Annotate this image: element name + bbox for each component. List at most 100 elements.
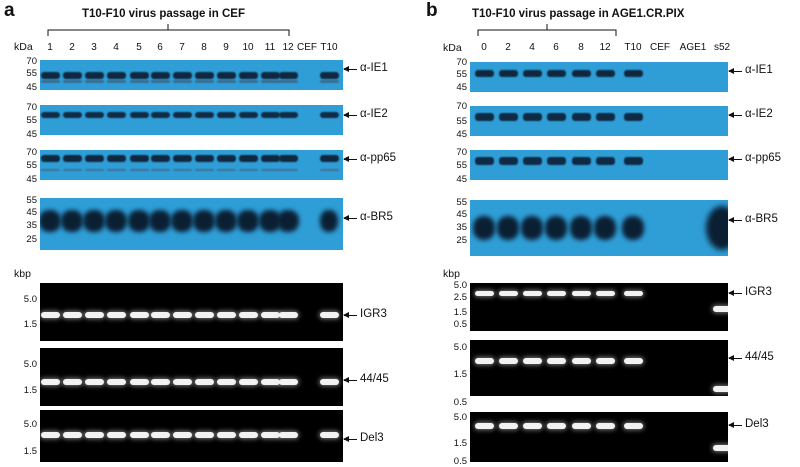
lane-label: s52 bbox=[713, 42, 731, 53]
lane-label: CEF bbox=[297, 42, 317, 53]
blot-band bbox=[238, 154, 258, 162]
gel-band bbox=[278, 378, 298, 385]
panel-a-label: a bbox=[4, 0, 15, 21]
gel-band bbox=[40, 431, 60, 438]
gel-band bbox=[238, 311, 258, 318]
gel-band bbox=[216, 431, 236, 438]
western-blot bbox=[470, 150, 728, 180]
arrow-icon bbox=[728, 422, 742, 428]
blot-band bbox=[149, 210, 171, 233]
lane-label: T10 bbox=[320, 42, 338, 53]
pcr-target-label: 44/45 bbox=[745, 351, 774, 363]
mw-tick-label: 55 bbox=[456, 197, 467, 208]
panel-b-label: b bbox=[426, 0, 438, 21]
blot-band bbox=[84, 71, 104, 79]
gel-band bbox=[623, 423, 643, 429]
blot-band bbox=[260, 71, 280, 79]
antibody-label: α-pp65 bbox=[360, 152, 397, 164]
pcr-gel bbox=[40, 410, 343, 462]
blot-band bbox=[216, 71, 236, 79]
pcr-target-label: Del3 bbox=[360, 431, 384, 444]
blot-band bbox=[171, 210, 193, 233]
gel-band bbox=[194, 311, 214, 318]
blot-band bbox=[128, 210, 150, 233]
blot-band bbox=[40, 154, 60, 162]
blot-band bbox=[278, 154, 298, 162]
gel-band bbox=[522, 358, 542, 365]
gel-band bbox=[623, 358, 643, 365]
pcr-target-label: IGR3 bbox=[360, 307, 387, 320]
mw-tick-label: 70 bbox=[456, 57, 467, 68]
bp-tick-label: 1.5 bbox=[453, 438, 467, 449]
blot-band bbox=[571, 156, 591, 165]
bp-tick-label: 1.5 bbox=[453, 307, 467, 318]
arrow-icon bbox=[728, 217, 742, 223]
mw-tick-label: 45 bbox=[26, 129, 37, 140]
lane-label: CEF bbox=[650, 42, 670, 53]
lane-label: 6 bbox=[157, 42, 163, 53]
panel-b-kbp-label: kbp bbox=[443, 268, 460, 280]
gel-band bbox=[150, 378, 170, 385]
blot-band bbox=[522, 156, 542, 165]
arrow-icon bbox=[343, 376, 357, 383]
lane-label: 0 bbox=[481, 42, 487, 53]
blot-band bbox=[474, 113, 494, 122]
gel-band bbox=[172, 431, 192, 438]
lane-label: AGE1 bbox=[679, 42, 707, 53]
arrow-icon bbox=[728, 355, 742, 361]
blot-band bbox=[498, 156, 518, 165]
mw-tick-label: 70 bbox=[456, 147, 467, 158]
gel-band bbox=[474, 291, 494, 297]
gel-band bbox=[595, 423, 615, 429]
lane-label: 10 bbox=[242, 42, 254, 53]
gel-band bbox=[498, 423, 518, 429]
gel-band bbox=[150, 311, 170, 318]
antibody-label: α-IE1 bbox=[745, 64, 773, 76]
blot-band bbox=[216, 80, 236, 84]
blot-band bbox=[546, 69, 566, 77]
pcr-target-label: IGR3 bbox=[745, 286, 772, 298]
blot-band bbox=[172, 111, 192, 118]
western-blot bbox=[470, 200, 728, 256]
panel-b-kda-label: kDa bbox=[443, 42, 462, 54]
blot-band bbox=[172, 71, 192, 79]
blot-band bbox=[62, 80, 82, 84]
arrow-icon bbox=[343, 156, 357, 162]
blot-band bbox=[84, 154, 104, 162]
mw-tick-label: 45 bbox=[456, 129, 467, 140]
gel-band bbox=[319, 311, 339, 318]
gel-band bbox=[498, 291, 518, 297]
blot-band bbox=[595, 69, 615, 77]
lane-label: T10 bbox=[624, 42, 642, 53]
gel-band bbox=[194, 431, 214, 438]
antibody-label: α-pp65 bbox=[745, 152, 782, 164]
gel-band bbox=[150, 431, 170, 438]
blot-band bbox=[474, 69, 494, 77]
panel-a-kbp-label: kbp bbox=[14, 268, 31, 280]
gel-band bbox=[260, 431, 280, 438]
bp-tick-label: 0.5 bbox=[453, 397, 467, 408]
antibody-label: α-IE2 bbox=[745, 108, 773, 120]
mw-tick-label: 45 bbox=[26, 174, 37, 185]
arrow-icon bbox=[728, 112, 742, 118]
arrow-icon bbox=[728, 68, 742, 74]
blot-band bbox=[278, 169, 298, 172]
blot-band bbox=[546, 156, 566, 165]
mw-tick-label: 25 bbox=[456, 235, 467, 246]
gel-band bbox=[194, 378, 214, 385]
blot-band bbox=[545, 216, 567, 240]
blot-band bbox=[498, 69, 518, 77]
mw-tick-label: 70 bbox=[456, 101, 467, 112]
blot-band bbox=[278, 111, 298, 118]
gel-band bbox=[713, 385, 728, 392]
blot-band bbox=[40, 210, 61, 233]
gel-band bbox=[713, 445, 728, 451]
gel-band bbox=[172, 378, 192, 385]
gel-band bbox=[260, 311, 280, 318]
gel-band bbox=[129, 378, 149, 385]
blot-band bbox=[106, 111, 126, 118]
lane-label: 11 bbox=[264, 42, 276, 53]
gel-band bbox=[522, 423, 542, 429]
panel-a-passage-bracket bbox=[47, 24, 290, 36]
gel-band bbox=[546, 423, 566, 429]
